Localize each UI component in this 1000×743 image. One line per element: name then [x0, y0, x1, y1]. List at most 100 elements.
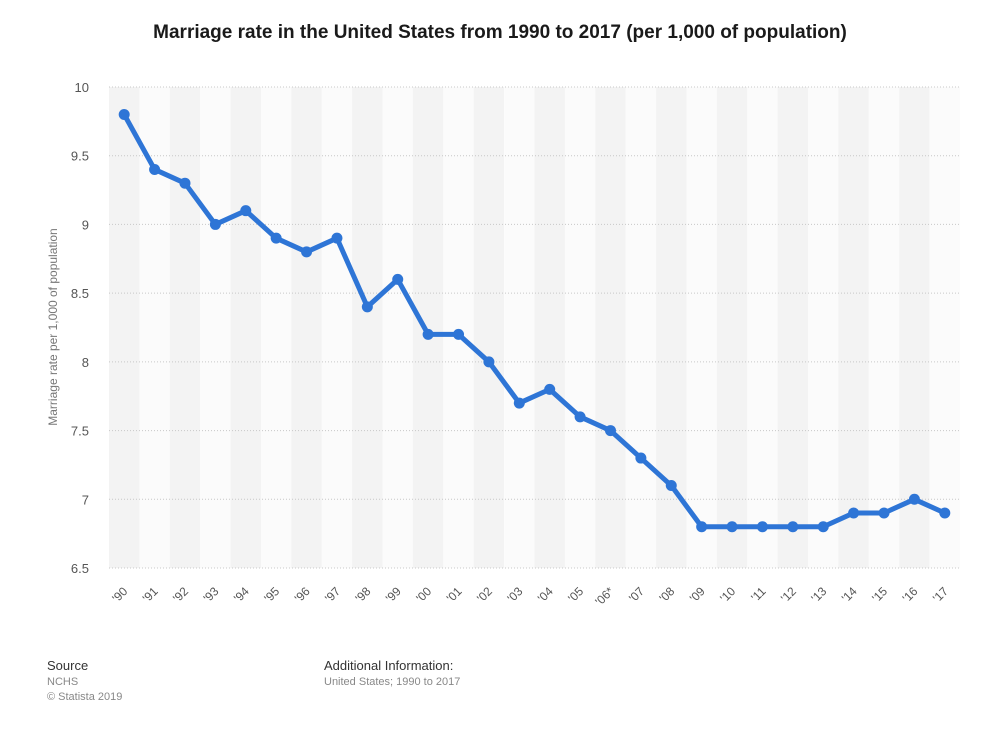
x-tick-label: '03 — [504, 584, 525, 605]
column-band — [382, 87, 413, 568]
x-tick-label: '99 — [383, 584, 404, 605]
column-band — [808, 87, 839, 568]
y-tick-label: 9.5 — [71, 149, 89, 164]
column-band — [139, 87, 170, 568]
data-point[interactable] — [179, 177, 191, 189]
x-tick-label: '08 — [656, 584, 677, 605]
data-point[interactable] — [848, 507, 860, 519]
data-point[interactable] — [301, 246, 313, 258]
column-band — [321, 87, 353, 568]
data-point[interactable] — [665, 480, 677, 492]
data-point[interactable] — [878, 507, 890, 519]
column-band — [260, 87, 292, 568]
data-point[interactable] — [939, 507, 951, 519]
x-tick-label: '10 — [717, 584, 738, 605]
column-band — [443, 87, 474, 568]
y-axis-label: Marriage rate per 1,000 of population — [46, 228, 60, 425]
x-tick-label: '04 — [535, 584, 556, 605]
column-band — [899, 87, 930, 568]
column-band — [412, 87, 444, 568]
data-point[interactable] — [240, 205, 252, 217]
additional-info-heading: Additional Information: — [324, 658, 454, 673]
x-tick-label: '17 — [930, 584, 951, 605]
gridlines — [109, 86, 960, 569]
column-band — [109, 87, 140, 568]
data-point[interactable] — [908, 493, 920, 505]
column-band — [230, 87, 261, 568]
x-tick-label: '91 — [140, 584, 161, 605]
x-tick-label: '90 — [109, 584, 130, 605]
column-band — [929, 87, 960, 568]
y-tick-label: 7 — [82, 492, 89, 507]
x-tick-label: '07 — [626, 584, 647, 605]
x-tick-label: '16 — [900, 584, 921, 605]
column-band — [352, 87, 383, 568]
column-bands — [109, 87, 960, 568]
data-point[interactable] — [726, 521, 738, 533]
data-point[interactable] — [513, 397, 525, 409]
source-name[interactable]: NCHS — [47, 676, 79, 688]
column-band — [868, 87, 900, 568]
data-point[interactable] — [118, 108, 130, 120]
x-tick-label: '97 — [322, 584, 343, 605]
x-tick-label: '00 — [413, 584, 434, 605]
y-tick-label: 10 — [75, 80, 89, 95]
data-point[interactable] — [209, 218, 221, 230]
y-tick-label: 6.5 — [71, 561, 89, 576]
data-point[interactable] — [635, 452, 647, 464]
data-point[interactable] — [483, 356, 495, 368]
data-point[interactable] — [453, 328, 465, 340]
x-tick-label: '98 — [353, 584, 374, 605]
line-chart: 6.5 7 7.5 8 8.5 9 9.5 10 '90 '91 '92 '93 '94 '95 '96 '… — [46, 80, 960, 608]
data-point[interactable] — [817, 521, 829, 533]
y-axis-ticks: 6.5 7 7.5 8 8.5 9 9.5 10 — [71, 80, 89, 576]
x-tick-label: '12 — [778, 584, 799, 605]
x-tick-label: '11 — [748, 584, 769, 605]
column-band — [564, 87, 596, 568]
series-line — [121, 111, 948, 530]
data-point[interactable] — [604, 425, 616, 437]
data-point[interactable] — [331, 232, 343, 244]
data-point[interactable] — [756, 521, 768, 533]
x-tick-label: '94 — [231, 584, 252, 605]
x-tick-label: '92 — [170, 584, 191, 605]
x-tick-label: '06* — [592, 584, 616, 608]
data-points — [118, 108, 951, 533]
data-point[interactable] — [149, 163, 161, 175]
y-tick-label: 8.5 — [71, 286, 89, 301]
x-tick-label: '05 — [565, 584, 586, 605]
additional-info-block: Additional Information: United States; 1… — [324, 658, 460, 688]
data-point[interactable] — [361, 301, 373, 313]
x-tick-label: '14 — [839, 584, 860, 605]
copyright-text: © Statista 2019 — [47, 691, 123, 703]
column-band — [473, 87, 505, 568]
column-band — [625, 87, 657, 568]
data-point[interactable] — [787, 521, 799, 533]
x-tick-label: '15 — [869, 584, 890, 605]
column-band — [686, 87, 717, 568]
y-tick-label: 7.5 — [71, 424, 89, 439]
column-band — [777, 87, 809, 568]
x-tick-label: '13 — [808, 584, 829, 605]
x-tick-label: '93 — [201, 584, 222, 605]
x-tick-label: '01 — [444, 584, 465, 605]
additional-info-text: United States; 1990 to 2017 — [324, 676, 461, 688]
source-block: Source NCHS © Statista 2019 — [47, 658, 122, 703]
y-tick-label: 9 — [82, 217, 89, 232]
data-point[interactable] — [696, 521, 708, 533]
data-point[interactable] — [392, 273, 404, 285]
column-band — [747, 87, 778, 568]
column-band — [595, 87, 626, 568]
column-band — [291, 87, 322, 568]
x-tick-label: '02 — [474, 584, 495, 605]
x-tick-label: '96 — [292, 584, 313, 605]
data-point[interactable] — [574, 411, 586, 423]
data-point[interactable] — [422, 328, 434, 340]
data-point[interactable] — [270, 232, 282, 244]
column-band — [504, 87, 535, 568]
x-tick-label: '95 — [261, 584, 282, 605]
column-band — [200, 87, 231, 568]
data-point[interactable] — [544, 383, 556, 395]
column-band — [169, 87, 201, 568]
y-tick-label: 8 — [82, 355, 89, 370]
